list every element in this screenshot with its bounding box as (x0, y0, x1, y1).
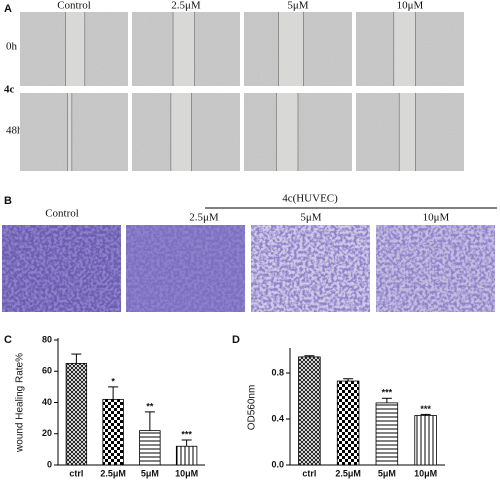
group-label: 4c(HUVEC) (282, 193, 338, 205)
column-label: 5μM (300, 212, 321, 224)
column-label: 2.5μM (171, 0, 201, 12)
scratch (65, 12, 85, 86)
scratch (173, 12, 195, 86)
y-axis-label: wound Healing Rate% (15, 353, 26, 453)
bar (102, 398, 124, 466)
row-label: 48h (6, 125, 23, 137)
y-tick-label: 80 (42, 334, 52, 344)
x-tick-label: 10μM (414, 468, 437, 478)
panel-label: B (4, 195, 12, 207)
y-axis-label: OD560nm (247, 385, 258, 431)
micrograph-texture (126, 225, 245, 312)
scratch (278, 12, 304, 86)
significance: *** (382, 388, 393, 398)
column-label: 10μM (423, 212, 450, 224)
x-tick-label: 5μM (141, 468, 159, 478)
x-tick-label: ctrl (69, 468, 83, 478)
micrograph-texture (20, 93, 128, 171)
column-label: 10μM (397, 0, 424, 12)
bar (175, 445, 198, 466)
bar (414, 415, 437, 466)
significance: *** (420, 404, 431, 414)
y-tick-label: 40 (42, 397, 52, 407)
scratch (276, 93, 298, 171)
column-label: Control (45, 208, 79, 220)
bar (298, 356, 321, 466)
panel-label: A (4, 3, 12, 15)
x-tick-label: 5μM (378, 468, 396, 478)
bar (65, 363, 88, 466)
y-tick-label: 0.8 (271, 367, 284, 377)
scratch (393, 12, 416, 86)
panel-label: D (232, 334, 240, 346)
column-label: 5μM (287, 0, 308, 12)
scratch (170, 93, 192, 171)
x-tick-label: 2.5μM (335, 468, 361, 478)
x-tick-label: ctrl (302, 468, 316, 478)
panel-label: C (4, 334, 12, 346)
significance: * (111, 376, 115, 386)
micrograph-texture (2, 225, 121, 312)
significance: *** (181, 429, 192, 439)
bar (375, 402, 399, 466)
row-label: 0h (6, 41, 18, 53)
y-tick-label: 20 (42, 428, 52, 438)
significance: ** (146, 401, 154, 411)
scratch (399, 93, 416, 171)
micrograph-texture (376, 225, 495, 312)
y-tick-label: 0.0 (271, 459, 284, 469)
x-tick-label: 2.5μM (100, 468, 126, 478)
y-tick-label: 0 (47, 459, 52, 469)
scratch (67, 93, 72, 171)
micrograph-texture (251, 225, 370, 312)
bar (139, 430, 161, 466)
column-label: Control (57, 0, 91, 12)
y-tick-label: 60 (42, 366, 52, 376)
compound-label: 4c (4, 84, 15, 96)
bar (336, 380, 360, 466)
column-label: 2.5μM (189, 212, 219, 224)
x-tick-label: 10μM (175, 468, 198, 478)
y-tick-label: 0.4 (271, 413, 284, 423)
